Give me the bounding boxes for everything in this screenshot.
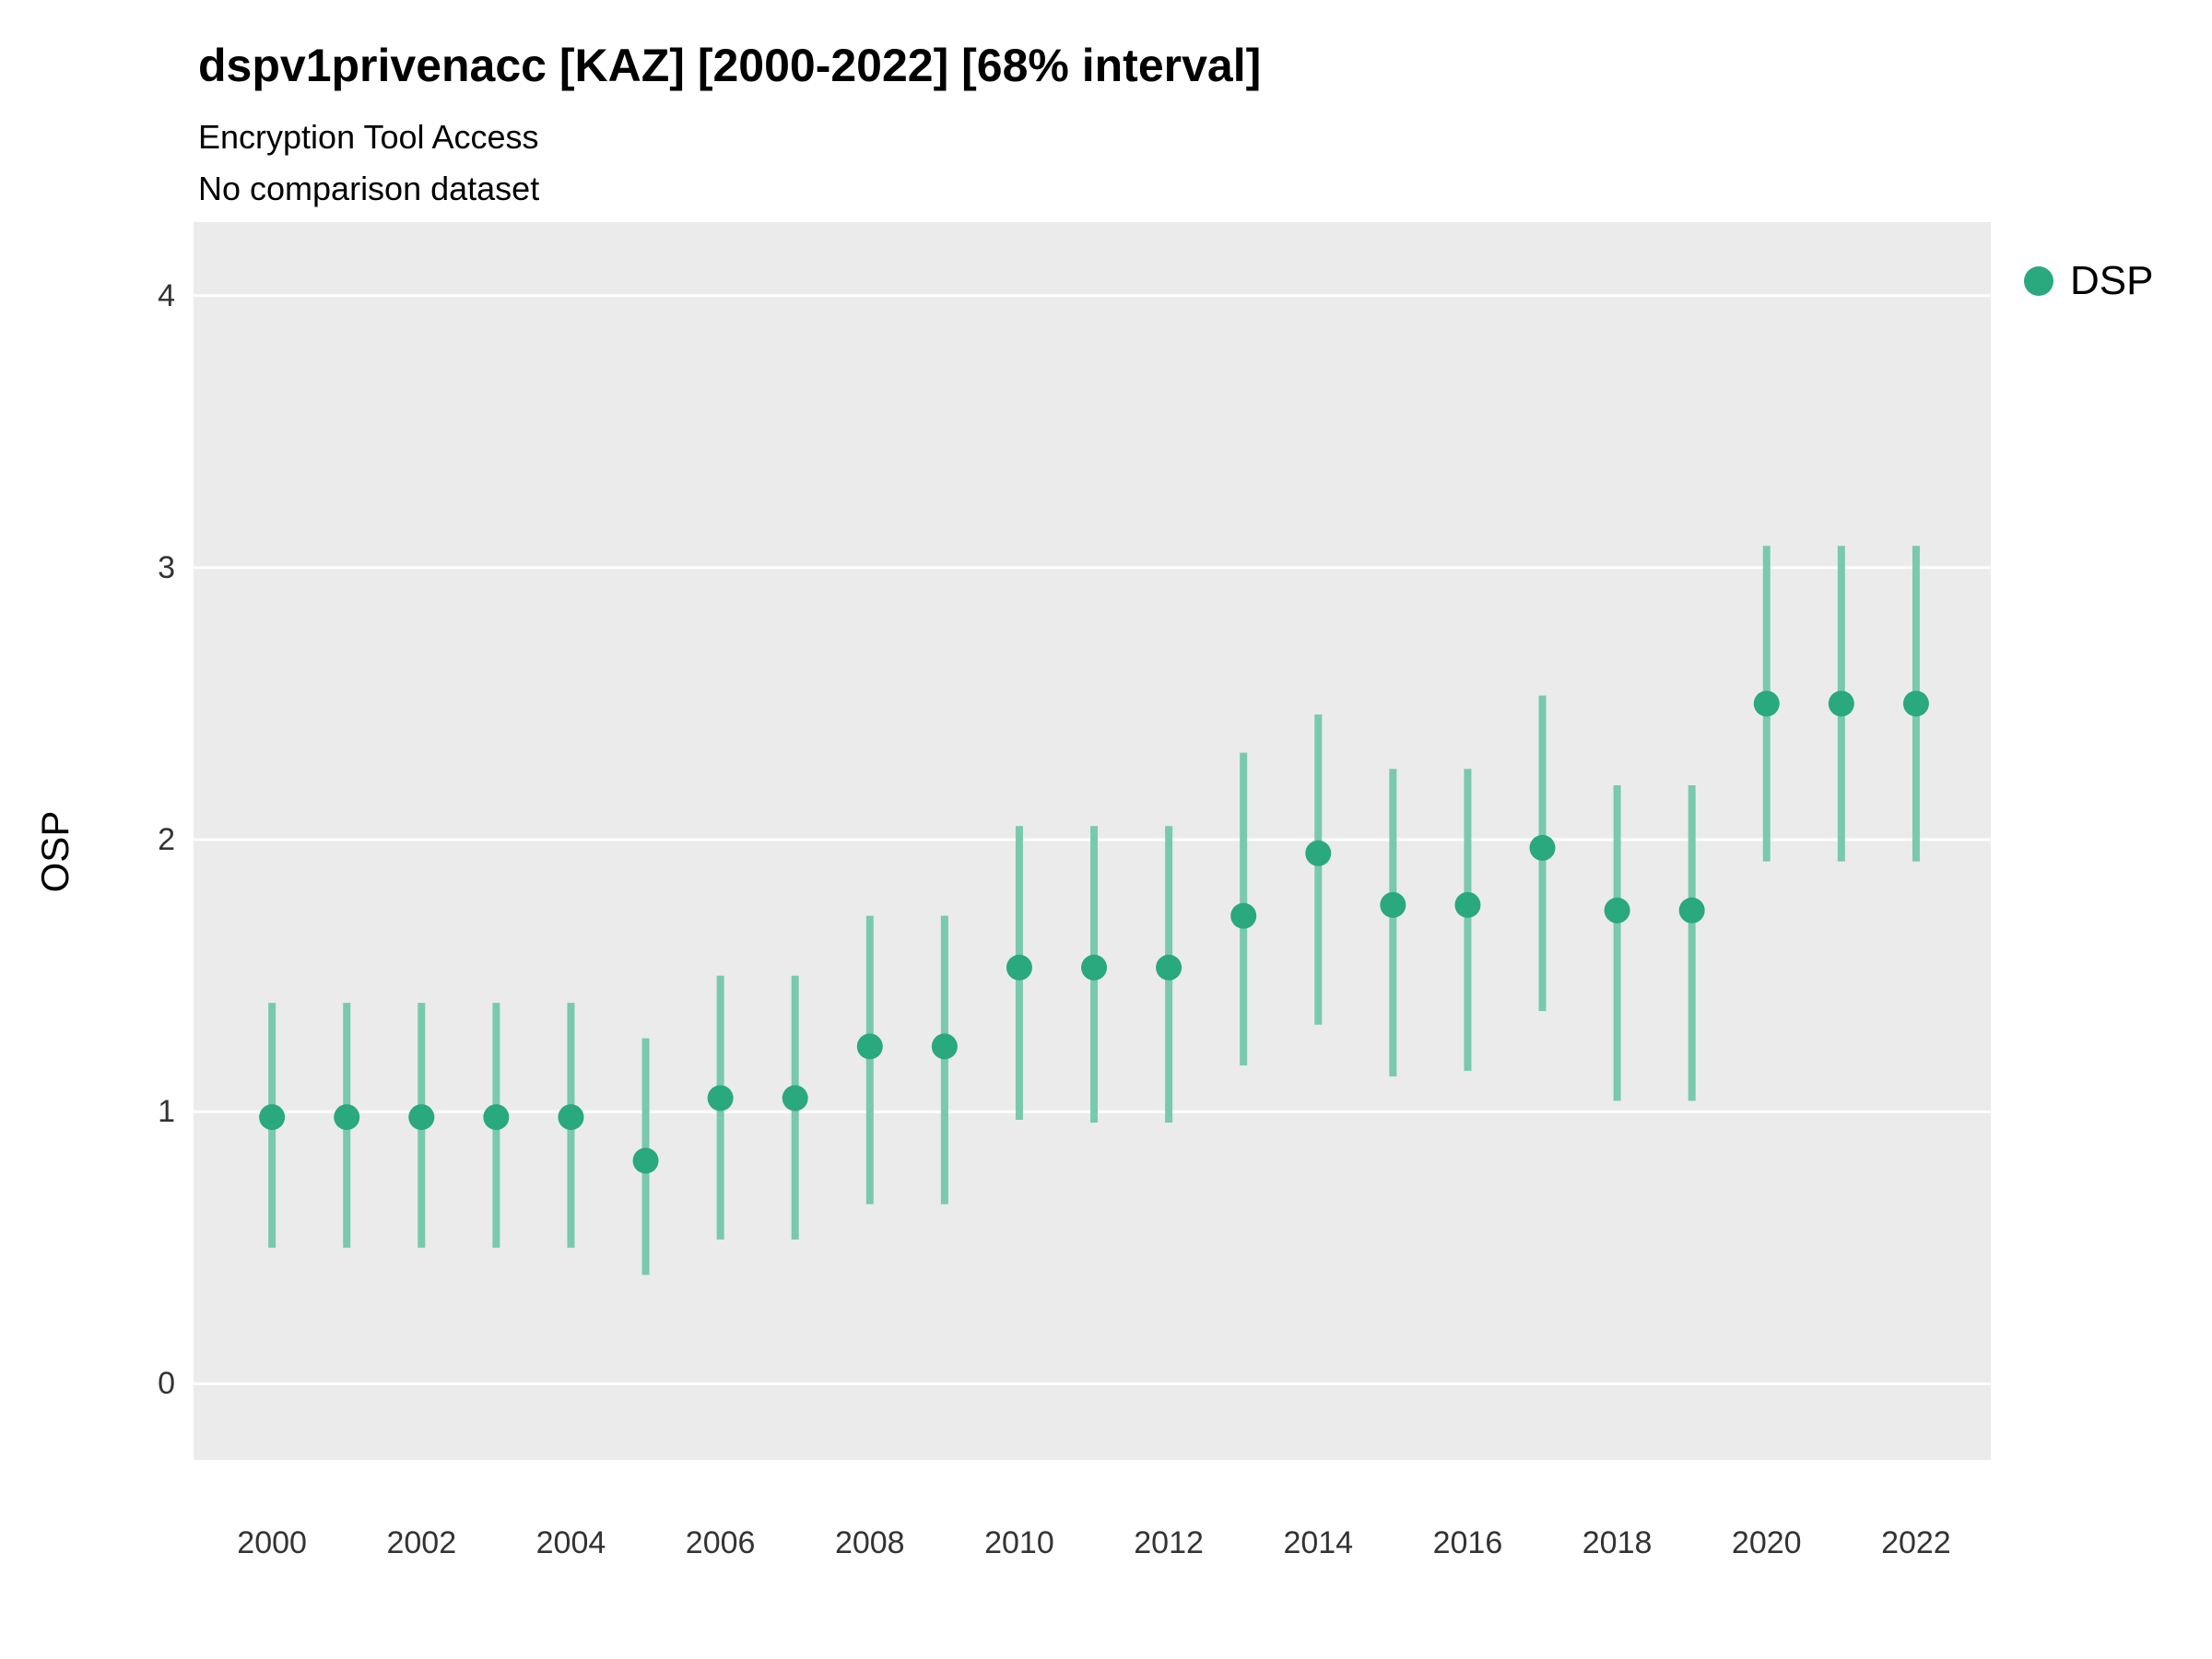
data-point (1828, 690, 1854, 717)
x-tick-label: 2020 (1731, 1525, 1802, 1560)
data-point (1081, 954, 1108, 981)
data-point (558, 1104, 584, 1131)
data-point (334, 1104, 360, 1131)
x-tick-label: 2000 (237, 1525, 307, 1560)
data-point (856, 1033, 883, 1060)
data-point (259, 1104, 286, 1131)
chart-subtitle: Encryption Tool Access (198, 118, 539, 156)
x-tick-label: 2016 (1432, 1525, 1503, 1560)
data-point (1454, 891, 1481, 918)
x-tick-label: 2004 (535, 1525, 606, 1560)
data-point (1380, 891, 1406, 918)
x-tick-label: 2012 (1134, 1525, 1204, 1560)
x-tick-label: 2014 (1283, 1525, 1354, 1560)
data-point (707, 1085, 734, 1112)
chart-title: dspv1privenacc [KAZ] [2000-2022] [68% in… (198, 40, 1262, 91)
x-tick-label: 2018 (1582, 1525, 1653, 1560)
data-point (1678, 897, 1705, 924)
x-tick-label: 2002 (386, 1525, 457, 1560)
data-point (1305, 840, 1332, 866)
plot-area-svg (194, 294, 1991, 1385)
data-point (1230, 902, 1257, 929)
y-axis-label: OSP (33, 810, 76, 893)
data-point (632, 1147, 659, 1174)
data-point (1604, 897, 1630, 924)
data-point (1753, 690, 1780, 717)
y-tick-label: 0 (158, 1366, 175, 1402)
plot-panel (194, 222, 1991, 1460)
chart-caption: No comparison dataset (198, 170, 540, 207)
legend-point-icon (2024, 266, 2053, 296)
data-point (931, 1033, 958, 1060)
data-point (1529, 834, 1556, 861)
y-tick-label: 2 (158, 822, 175, 858)
data-point (483, 1104, 510, 1131)
x-tick-label: 2022 (1881, 1525, 1951, 1560)
x-tick-label: 2010 (984, 1525, 1054, 1560)
y-tick-label: 3 (158, 549, 175, 585)
y-tick-label: 4 (158, 277, 175, 313)
y-tick-label: 1 (158, 1094, 175, 1130)
data-point (1902, 690, 1929, 717)
x-tick-label: 2006 (685, 1525, 756, 1560)
legend-label-dsp: DSP (2070, 258, 2154, 303)
data-point (782, 1085, 808, 1112)
legend: DSP (2024, 258, 2153, 304)
data-point (408, 1104, 435, 1131)
data-point (1156, 954, 1182, 981)
x-tick-label: 2008 (834, 1525, 905, 1560)
data-point (1006, 954, 1032, 981)
